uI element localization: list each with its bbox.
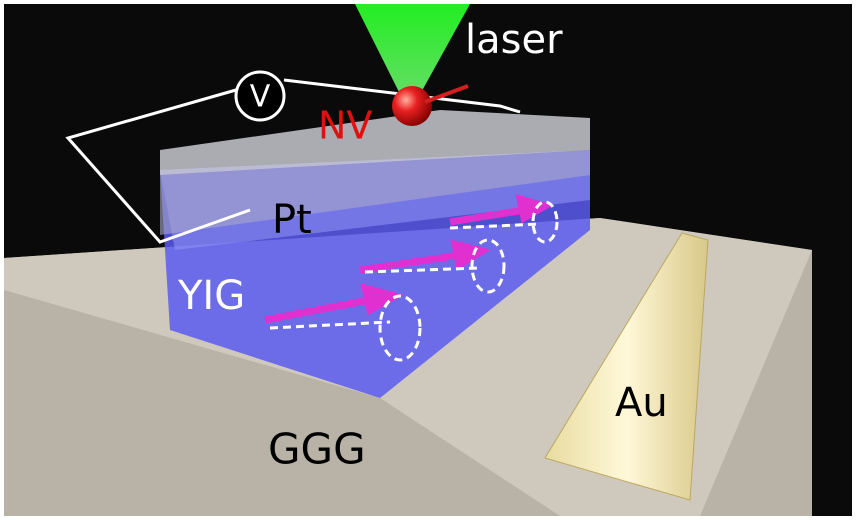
dash-line — [449, 222, 541, 230]
nv-spin — [424, 84, 469, 104]
spin-arrow — [264, 296, 371, 324]
au-label: Au — [615, 380, 668, 426]
pt-label: Pt — [272, 197, 312, 243]
arrowhead — [360, 283, 405, 316]
wire — [283, 78, 521, 114]
precession-circle — [378, 294, 422, 362]
voltmeter — [234, 70, 286, 122]
spin-arrow — [359, 251, 461, 274]
arrowhead — [515, 194, 555, 224]
voltmeter-label: V — [250, 80, 271, 115]
yig-label: YIG — [177, 273, 245, 319]
precession — [269, 200, 559, 362]
laser-label: laser — [465, 17, 563, 63]
wire — [65, 88, 251, 244]
ggg-label: GGG — [268, 425, 366, 474]
nv-center — [392, 86, 432, 126]
spin-arrow — [449, 206, 526, 226]
pt-front — [160, 150, 590, 235]
dash-line — [269, 320, 391, 330]
pt-top — [160, 110, 590, 175]
spin-waves — [264, 194, 555, 324]
precession-circle — [531, 200, 559, 244]
laser-beam — [355, 4, 470, 98]
au-strip — [544, 232, 709, 501]
precession-circle — [470, 238, 506, 294]
dash-line — [364, 266, 481, 274]
nv-label: NV — [318, 104, 372, 148]
